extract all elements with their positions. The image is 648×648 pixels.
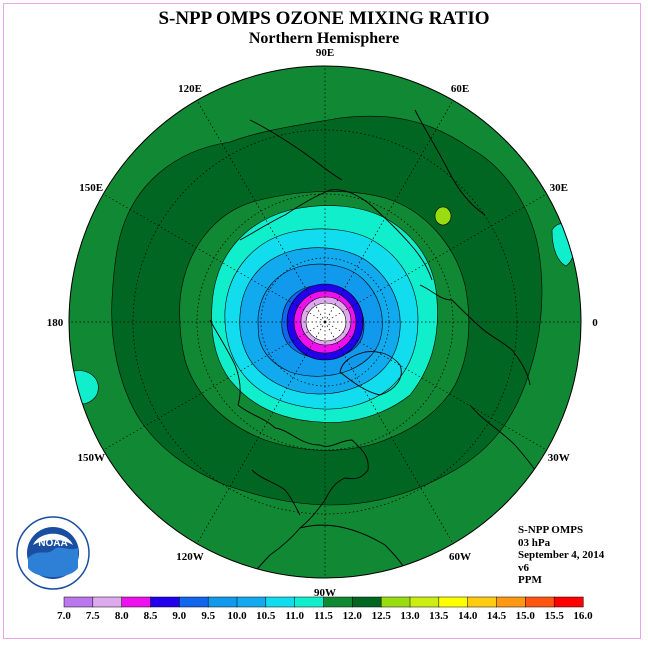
colorbar-tick-label: 14.5 bbox=[487, 610, 507, 622]
colorbar-tick-label: 12.5 bbox=[372, 610, 392, 622]
longitude-label: 120E bbox=[178, 83, 202, 95]
coastline-asia bbox=[239, 189, 433, 281]
info-line-level: 03 hPa bbox=[518, 536, 551, 549]
meridian-line bbox=[196, 321, 326, 544]
colorbar-swatch bbox=[207, 596, 238, 608]
longitude-label: 150E bbox=[79, 182, 103, 194]
info-line-instrument: S-NPP OMPS bbox=[518, 524, 584, 536]
meridian-line bbox=[196, 100, 326, 323]
colorbar-swatch bbox=[236, 596, 267, 608]
coastline-europe bbox=[419, 284, 531, 386]
colorbar-swatch bbox=[553, 596, 584, 608]
info-line-units: PPM bbox=[518, 574, 542, 586]
colorbar-tick-label: 8.0 bbox=[115, 610, 129, 622]
meridian-line bbox=[324, 321, 454, 544]
meridian-line bbox=[324, 321, 547, 451]
longitude-label: 60W bbox=[449, 551, 471, 563]
coastline-gulf-mexico bbox=[251, 469, 301, 516]
colorbar-swatch bbox=[352, 596, 382, 608]
noaa-logo-bird bbox=[33, 533, 73, 545]
figure-frame bbox=[3, 3, 641, 639]
colorbar-tick-label: 13.5 bbox=[429, 610, 449, 622]
meridian-line bbox=[324, 100, 454, 323]
longitude-labels: 90E 60E 30E 0 30W 60W 90W 120W 150W 180 150E 120E bbox=[47, 47, 599, 599]
longitude-label: 180 bbox=[47, 317, 64, 329]
colorbar-tick-label: 13.0 bbox=[400, 610, 420, 622]
coastline-north-america bbox=[237, 404, 369, 576]
colorbar-swatch bbox=[63, 596, 94, 608]
longitude-label: 150W bbox=[77, 452, 105, 464]
noaa-logo-wave bbox=[28, 547, 78, 577]
coastline-india-arabia bbox=[414, 109, 486, 216]
coastlines bbox=[209, 109, 549, 578]
colorbar-swatch bbox=[150, 596, 180, 608]
colorbar-tick-label: 9.0 bbox=[172, 610, 186, 622]
longitude-label: 90E bbox=[316, 47, 334, 59]
product-info: S-NPP OMPS 03 hPa September 4, 2014 v6 P… bbox=[518, 524, 604, 587]
colorbar-swatch bbox=[496, 596, 526, 608]
meridian-line bbox=[103, 193, 326, 323]
colorbar-tick-label: 16.0 bbox=[573, 610, 593, 622]
colorbar-swatch bbox=[265, 596, 296, 608]
colorbar-swatch bbox=[438, 596, 469, 608]
colorbar-tick-label: 10.5 bbox=[256, 610, 276, 622]
longitude-label: 30W bbox=[548, 452, 570, 464]
colorbar-tick-label: 8.5 bbox=[144, 610, 158, 622]
longitude-label: 60E bbox=[451, 83, 469, 95]
colorbar-swatch bbox=[409, 596, 440, 608]
ozone-contours bbox=[69, 66, 581, 578]
colorbar-tick-label: 10.0 bbox=[227, 610, 247, 622]
chart-title: S-NPP OMPS OZONE MIXING RATIO bbox=[158, 8, 490, 29]
noaa-logo-text: NOAA bbox=[38, 538, 67, 549]
colorbar-tick-label: 15.5 bbox=[545, 610, 565, 622]
globe-boundary bbox=[68, 65, 582, 579]
info-line-version: v6 bbox=[518, 561, 529, 574]
coastline-greenland bbox=[339, 351, 402, 396]
colorbar-tick-label: 9.5 bbox=[201, 610, 215, 622]
meridian-line bbox=[324, 193, 547, 323]
colorbar-swatch bbox=[92, 596, 123, 608]
colorbar-tick-label: 12.0 bbox=[343, 610, 363, 622]
coastline-alaska bbox=[209, 319, 241, 406]
info-line-date: September 4, 2014 bbox=[518, 549, 605, 561]
colorbar-swatch bbox=[323, 596, 353, 608]
colorbar-tick-label: 11.0 bbox=[285, 610, 304, 622]
colorbar-swatch bbox=[294, 596, 325, 608]
longitude-label: 30E bbox=[550, 182, 568, 194]
colorbar-swatch bbox=[525, 596, 555, 608]
meridian-line bbox=[103, 321, 326, 451]
colorbar-swatch bbox=[380, 596, 411, 608]
longitude-label: 0 bbox=[592, 317, 598, 329]
colorbar-swatch bbox=[179, 596, 209, 608]
graticule bbox=[69, 66, 581, 578]
longitude-label: 120W bbox=[176, 551, 204, 563]
meridian-lines bbox=[69, 66, 581, 578]
contour-12-5-patch bbox=[434, 206, 452, 226]
colorbar-tick-label: 11.5 bbox=[314, 610, 333, 622]
colorbar-tick-label: 14.0 bbox=[458, 610, 478, 622]
coastline-east-asia bbox=[249, 119, 343, 181]
longitude-label: 90W bbox=[314, 587, 336, 599]
noaa-logo: NOAA bbox=[16, 516, 90, 590]
colorbar-tick-label: 7.5 bbox=[86, 610, 100, 622]
colorbar-swatch bbox=[121, 596, 152, 608]
colorbar-swatch bbox=[467, 596, 498, 608]
chart-subtitle: Northern Hemisphere bbox=[248, 30, 400, 47]
colorbar-tick-label: 15.0 bbox=[516, 610, 536, 622]
colorbar: 7.0 7.5 8.0 8.5 9.0 9.5 10.0 10.5 11.0 11.5 12.0 12… bbox=[57, 596, 593, 622]
colorbar-tick-label: 7.0 bbox=[57, 610, 71, 622]
